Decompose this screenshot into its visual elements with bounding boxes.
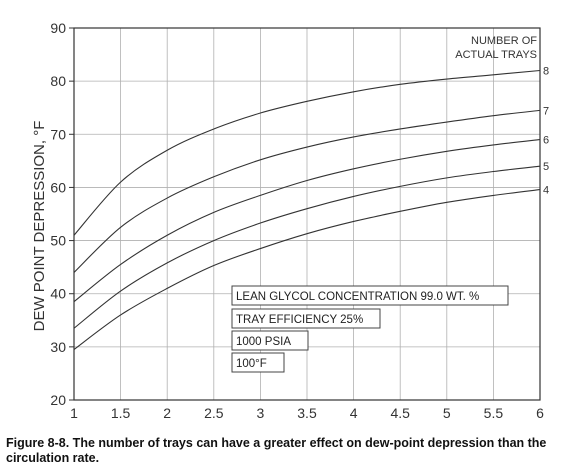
x-tick-label: 1.5: [111, 405, 131, 421]
x-tick-label: 2.5: [204, 405, 224, 421]
legend-title-line: ACTUAL TRAYS: [455, 49, 537, 61]
y-tick-label: 20: [50, 392, 66, 408]
x-tick-label: 3.5: [297, 405, 317, 421]
y-tick-label: 30: [50, 339, 66, 355]
series-line-5: [73, 165, 541, 329]
x-tick-label: 4: [350, 405, 358, 421]
legend-title: NUMBER OF ACTUAL TRAYS: [455, 35, 537, 61]
y-tick-label: 60: [50, 179, 66, 195]
y-tick-label: 50: [50, 233, 66, 249]
x-tick-label: 6: [536, 405, 544, 421]
series-label-4: 4: [543, 185, 549, 197]
series-line-4: [73, 189, 541, 350]
series-lines: [73, 69, 541, 350]
note-box: [231, 285, 509, 306]
y-tick-label: 40: [50, 286, 66, 302]
series-label-8: 8: [543, 66, 549, 78]
series-labels: 8 7 6 5 4: [543, 66, 549, 197]
note-text: LEAN GLYCOL CONCENTRATION 99.0 WT. %: [236, 291, 479, 303]
y-tick-label: 70: [50, 126, 66, 142]
x-tick-label: 5.5: [484, 405, 504, 421]
series-line-7: [73, 109, 541, 273]
legend-title-line: NUMBER OF: [471, 35, 537, 47]
x-tick-label: 2: [163, 405, 171, 421]
plot-frame: [73, 27, 541, 401]
axes: 1 1.5 2 2.5 3 3.5 4 4.5 5 5.5 6 20 30 40 50 60 70 80 90: [50, 20, 544, 421]
note-text: TRAY EFFICIENCY 25%: [236, 314, 363, 326]
y-axis-label: DEW POINT DEPRESSION, °F: [31, 121, 48, 332]
figure-caption: Figure 8-8. The number of trays can have…: [6, 436, 547, 465]
note-box: [231, 308, 381, 329]
note-text: 1000 PSIA: [236, 336, 291, 348]
x-tick-label: 5: [443, 405, 451, 421]
series-label-5: 5: [543, 161, 549, 173]
line-chart: 1 1.5 2 2.5 3 3.5 4 4.5 5 5.5 6 20 30 40 50 60 70 80 90 8 7…: [31, 20, 549, 421]
x-tick-label: 3: [257, 405, 265, 421]
y-tick-label: 80: [50, 73, 66, 89]
series-label-6: 6: [543, 135, 549, 147]
note-box: [231, 330, 309, 351]
note-box: [231, 352, 285, 373]
series-line-8: [73, 69, 541, 236]
series-label-7: 7: [543, 105, 549, 117]
series-line-6: [73, 139, 541, 303]
conditions-notes: LEAN GLYCOL CONCENTRATION 99.0 WT. % TRAY…: [231, 285, 509, 373]
y-tick-label: 90: [50, 20, 66, 36]
x-tick-label: 1: [70, 405, 78, 421]
x-tick-label: 4.5: [390, 405, 410, 421]
note-text: 100°F: [236, 358, 267, 370]
